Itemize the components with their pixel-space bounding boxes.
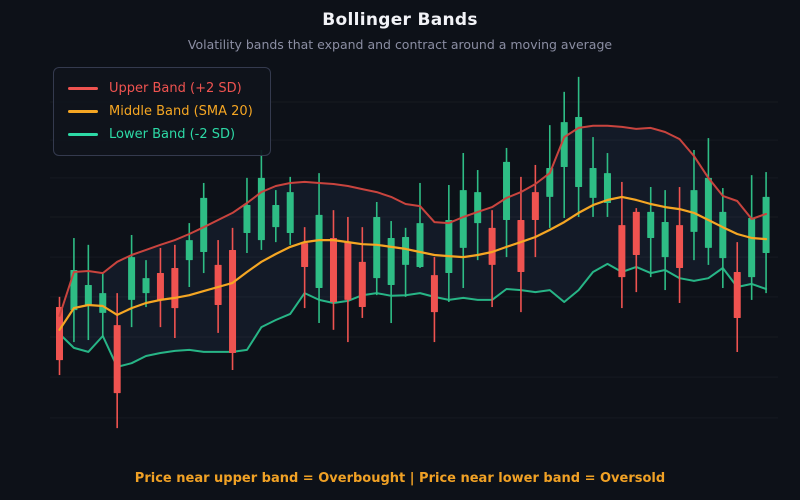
lower-band-line xyxy=(58,262,768,368)
overbought-oversold-note: Price near upper band = Overbought | Pri… xyxy=(134,471,666,486)
legend-item-upper-band: Upper Band (+2 SD) xyxy=(68,77,256,100)
gridlines xyxy=(50,101,778,419)
middle-band-swatch-icon xyxy=(68,110,98,113)
middle-band-line xyxy=(58,195,768,331)
band-fill xyxy=(59,125,767,367)
page-title: Bollinger Bands xyxy=(322,10,478,30)
legend-label: Middle Band (SMA 20) xyxy=(109,104,253,119)
legend-label: Upper Band (+2 SD) xyxy=(109,81,242,96)
upper-band-swatch-icon xyxy=(68,87,98,90)
legend-label: Lower Band (-2 SD) xyxy=(109,127,236,142)
chart-header: Bollinger Bands Volatility bands that ex… xyxy=(0,10,800,52)
page-subtitle: Volatility bands that expand and contrac… xyxy=(187,37,613,52)
lower-band-swatch-icon xyxy=(68,133,98,136)
chart-legend: Upper Band (+2 SD) Middle Band (SMA 20) … xyxy=(53,67,271,156)
legend-item-middle-band: Middle Band (SMA 20) xyxy=(68,100,256,123)
upper-band-line xyxy=(58,124,768,317)
legend-item-lower-band: Lower Band (-2 SD) xyxy=(68,123,256,146)
